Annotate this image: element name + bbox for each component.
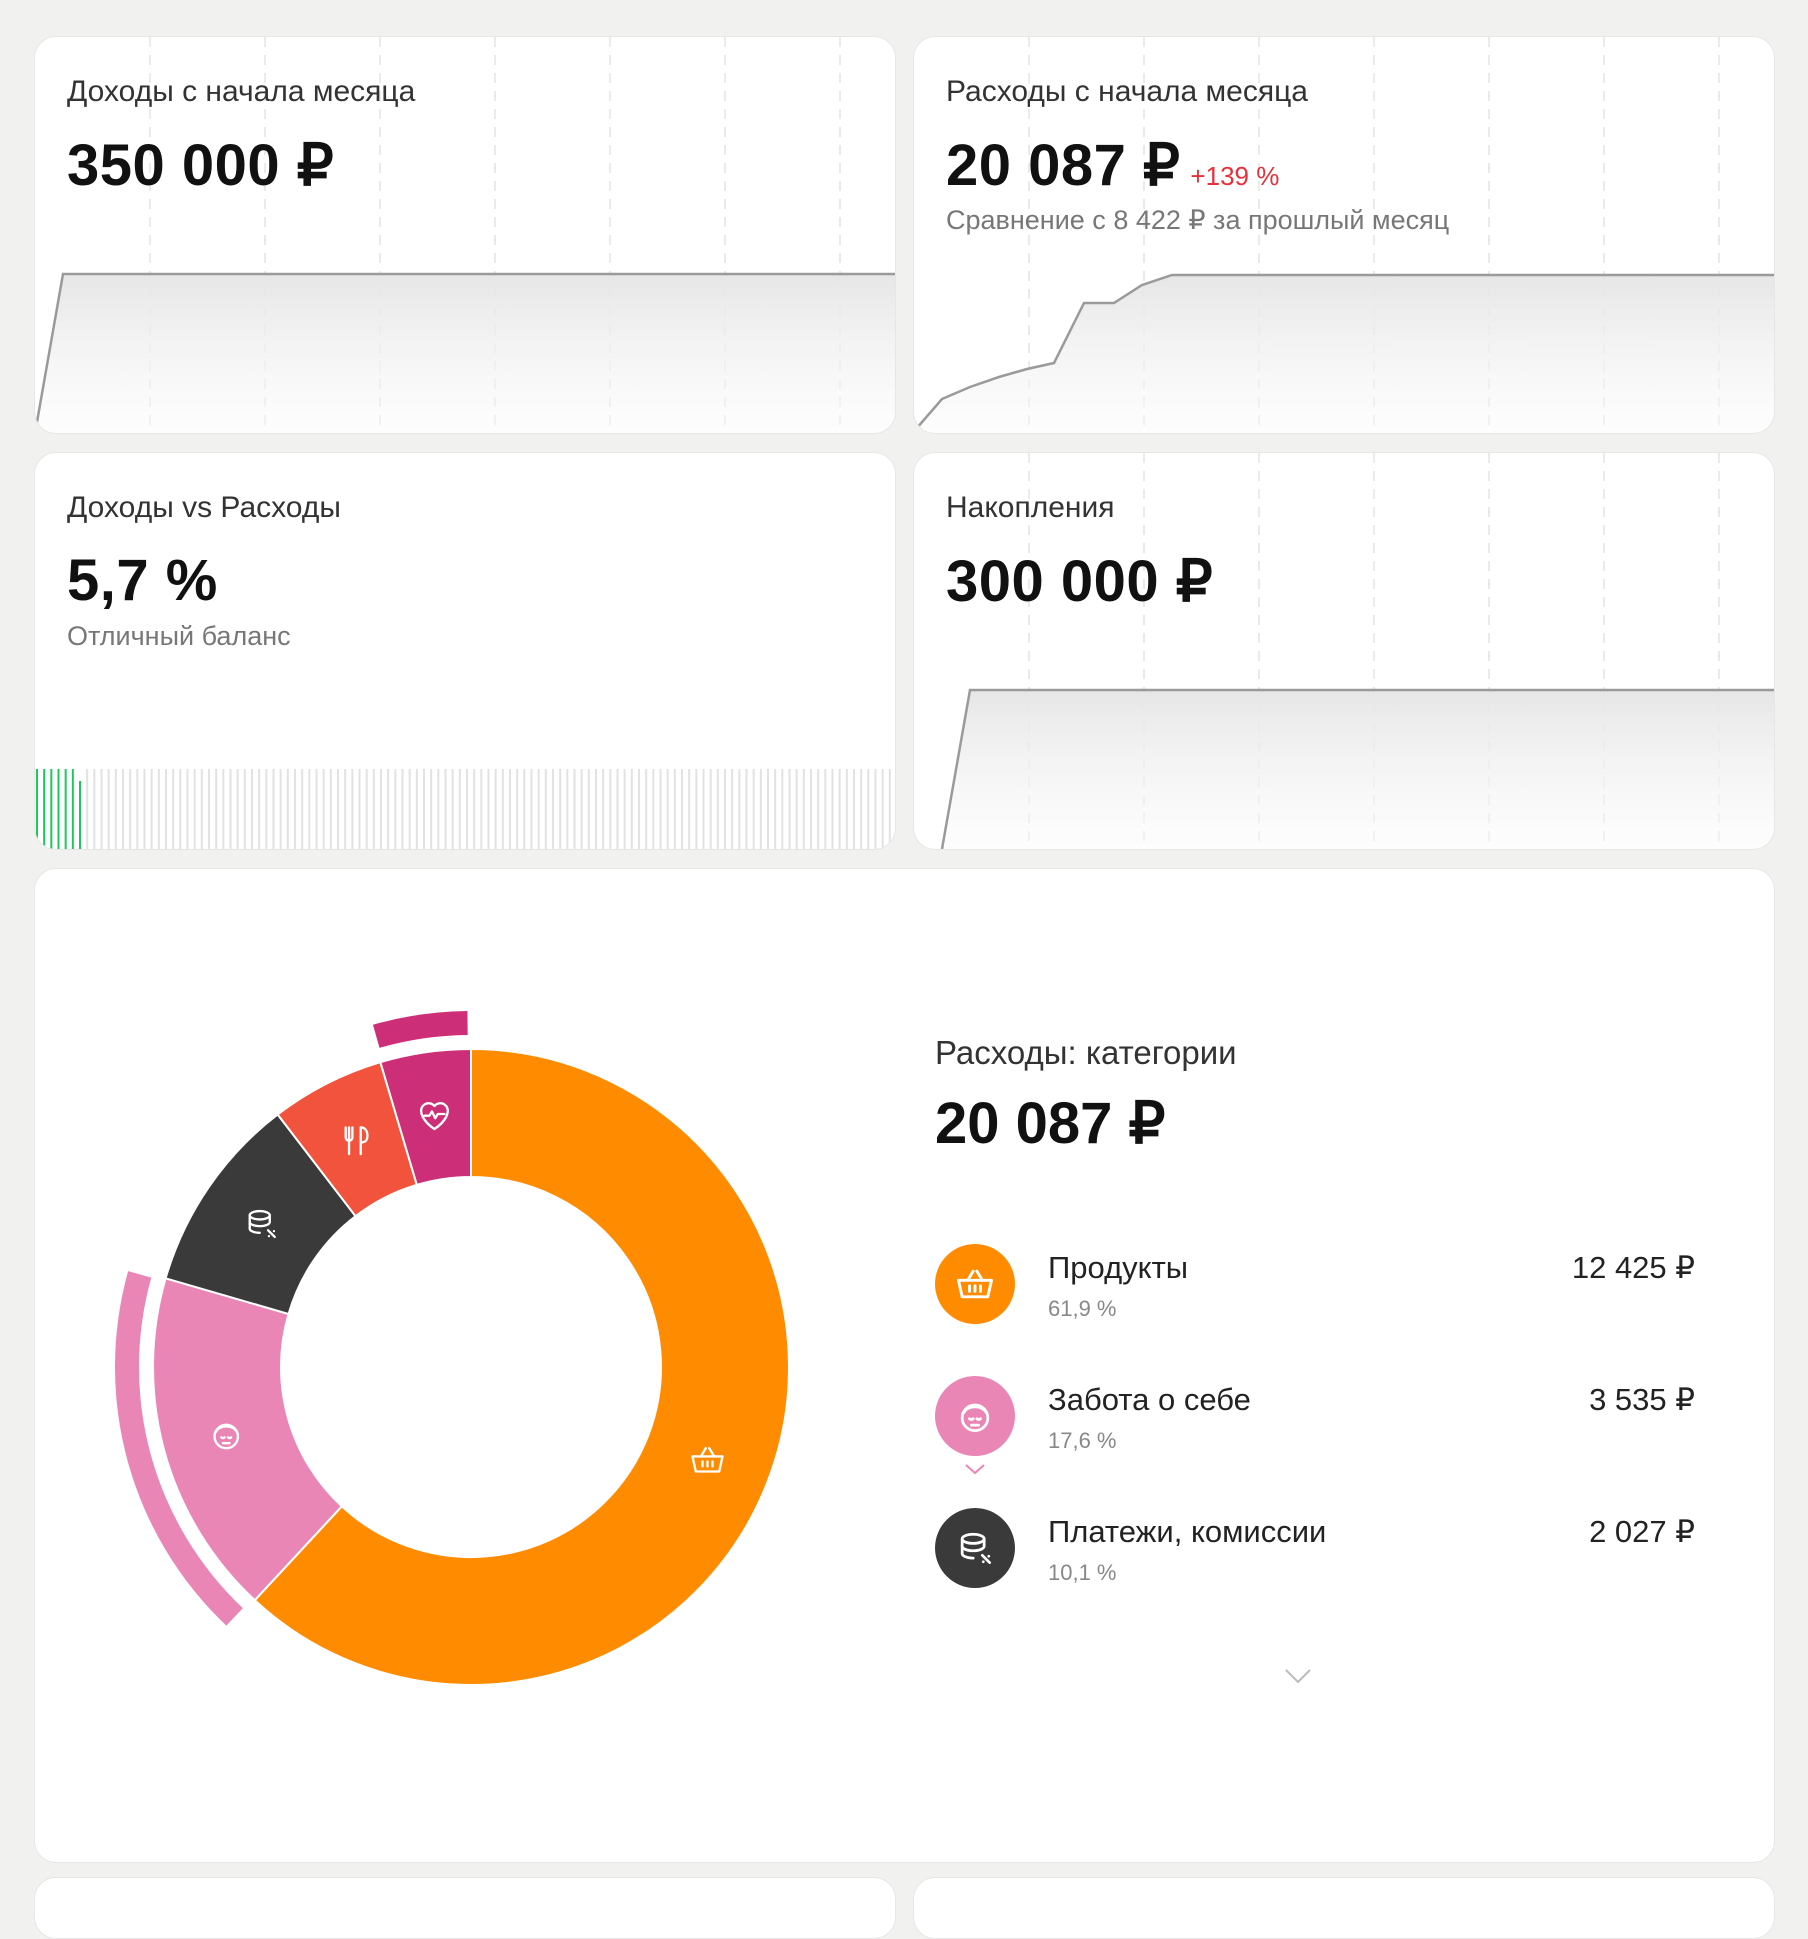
next-card-right bbox=[913, 1877, 1775, 1939]
category-amount: 12 425 ₽ bbox=[1571, 1250, 1695, 1285]
category-row-self-care[interactable]: Забота о себе 17,6 % 3 535 ₽ bbox=[935, 1376, 1695, 1475]
category-name: Продукты bbox=[1048, 1250, 1189, 1285]
categories-card: Расходы: категории 20 087 ₽ Продукты 61,… bbox=[34, 868, 1775, 1863]
income-card[interactable]: Доходы с начала месяца 350 000 ₽ bbox=[34, 36, 896, 434]
show-more-chevron-icon[interactable] bbox=[1283, 1667, 1313, 1685]
basket-icon bbox=[691, 1446, 724, 1473]
heart-pulse-icon bbox=[419, 1102, 449, 1131]
expenses-comparison: Сравнение с 8 422 ₽ за прошлый месяц bbox=[946, 205, 1450, 235]
coins-icon bbox=[935, 1508, 1015, 1588]
category-name: Забота о себе bbox=[1048, 1382, 1251, 1417]
face-icon bbox=[213, 1423, 240, 1450]
savings-value: 300 000 ₽ bbox=[946, 549, 1214, 614]
balance-card[interactable]: Доходы vs Расходы 5,7 % Отличный баланс bbox=[34, 452, 896, 850]
balance-progress-bars bbox=[36, 769, 891, 849]
balance-status: Отличный баланс bbox=[67, 621, 291, 651]
face-icon bbox=[935, 1376, 1015, 1456]
donut-highlight-arc-2 bbox=[114, 1271, 243, 1626]
coins-icon bbox=[248, 1209, 276, 1239]
expenses-title: Расходы с начала месяца bbox=[946, 75, 1308, 108]
balance-value: 5,7 % bbox=[67, 548, 218, 613]
donut-slice-5[interactable] bbox=[379, 1047, 472, 1187]
savings-title: Накопления bbox=[946, 491, 1115, 524]
category-percent: 17,6 % bbox=[1048, 1428, 1117, 1453]
expenses-card[interactable]: Расходы с начала месяца 20 087 ₽ +139 % С… bbox=[913, 36, 1775, 434]
category-name: Платежи, комиссии bbox=[1048, 1514, 1327, 1549]
category-percent: 10,1 % bbox=[1048, 1560, 1117, 1585]
savings-card[interactable]: Накопления 300 000 ₽ bbox=[913, 452, 1775, 850]
category-amount: 2 027 ₽ bbox=[1589, 1514, 1695, 1549]
expenses-area-chart bbox=[914, 273, 1774, 433]
balance-title: Доходы vs Расходы bbox=[67, 491, 341, 524]
next-card-left bbox=[34, 1877, 896, 1939]
expenses-value: 20 087 ₽ bbox=[946, 133, 1181, 198]
income-value: 350 000 ₽ bbox=[67, 133, 335, 198]
chevron-down-icon[interactable] bbox=[963, 1462, 987, 1476]
donut-slice-1[interactable] bbox=[253, 1047, 790, 1686]
category-amount: 3 535 ₽ bbox=[1589, 1382, 1695, 1417]
categories-title: Расходы: категории bbox=[935, 1034, 1237, 1071]
categories-donut-chart[interactable] bbox=[35, 869, 895, 1862]
income-title: Доходы с начала месяца bbox=[67, 75, 416, 108]
category-row-products[interactable]: Продукты 61,9 % 12 425 ₽ bbox=[935, 1244, 1695, 1334]
category-percent: 61,9 % bbox=[1048, 1296, 1117, 1321]
category-row-payments[interactable]: Платежи, комиссии 10,1 % 2 027 ₽ bbox=[935, 1508, 1695, 1598]
income-area-chart bbox=[35, 272, 895, 433]
expenses-value-line: 20 087 ₽ +139 % bbox=[946, 131, 1279, 199]
donut-slice-2[interactable] bbox=[152, 1277, 344, 1602]
basket-icon bbox=[935, 1244, 1015, 1324]
savings-area-chart bbox=[940, 688, 1774, 849]
categories-total: 20 087 ₽ bbox=[935, 1091, 1166, 1156]
donut-highlight-arc-5 bbox=[372, 1011, 468, 1048]
expenses-delta: +139 % bbox=[1190, 161, 1280, 191]
restaurant-icon bbox=[344, 1126, 369, 1156]
